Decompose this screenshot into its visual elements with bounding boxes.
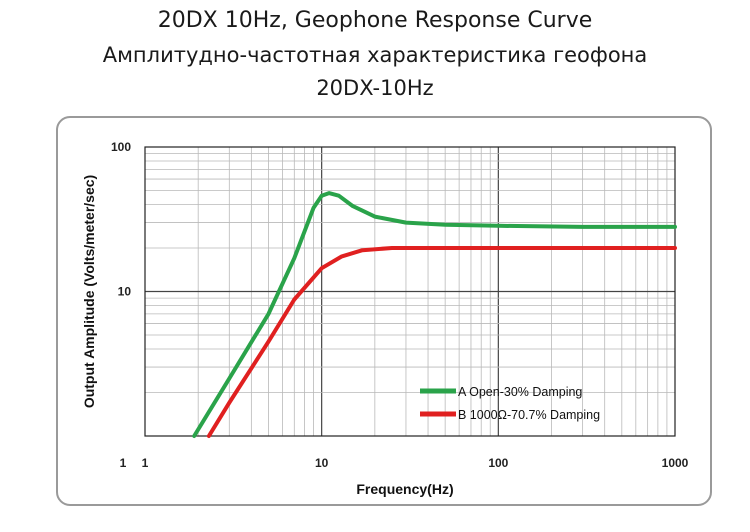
x-tick-label: 10	[315, 456, 329, 470]
series-a-line	[192, 191, 677, 438]
legend-label-a: A Open-30% Damping	[458, 385, 582, 399]
chart-title: 20DX 10Hz, Geophone Response Curve	[157, 8, 593, 33]
x-axis-label: Frequency(Hz)	[356, 481, 453, 497]
chart-title-russian: Амплитудно-частотная характеристика геоф…	[102, 43, 648, 67]
x-tick-label: 100	[488, 456, 508, 470]
chart-subtitle-model: 20DX-10Hz	[316, 76, 434, 100]
legend: A Open-30% Damping B 1000Ω-70.7% Damping	[420, 385, 600, 422]
x-tick-label: 1	[120, 456, 127, 470]
x-tick-label: 1	[142, 456, 149, 470]
y-axis-label: Output Amplitude (Volts/meter/sec)	[81, 175, 97, 408]
x-tick-labels: 1 1 10 100 1000	[120, 456, 689, 470]
y-tick-label: 100	[111, 140, 131, 154]
y-tick-label: 10	[118, 285, 132, 299]
series-b-line	[206, 246, 677, 438]
grid	[145, 147, 675, 436]
plot-frame	[144, 146, 676, 437]
series-layer	[192, 191, 677, 438]
x-tick-label: 1000	[662, 456, 689, 470]
y-tick-labels: 100 10	[111, 140, 131, 299]
legend-label-b: B 1000Ω-70.7% Damping	[458, 408, 600, 422]
